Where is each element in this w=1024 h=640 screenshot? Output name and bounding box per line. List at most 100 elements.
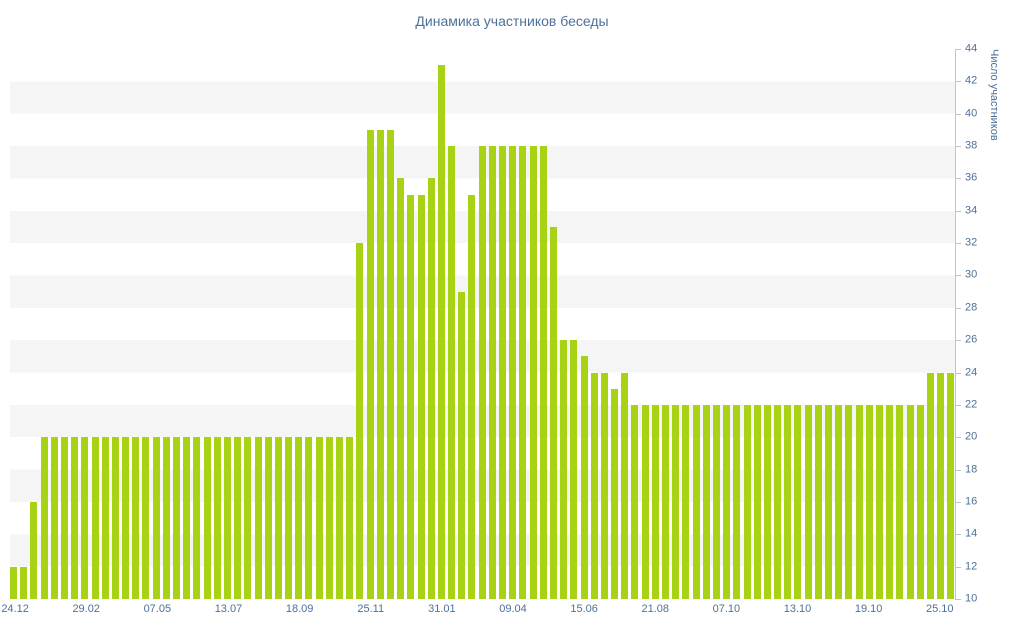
bar[interactable]	[366, 129, 374, 599]
bar[interactable]	[784, 404, 792, 599]
bar[interactable]	[468, 194, 476, 599]
bar[interactable]	[723, 404, 731, 599]
bar[interactable]	[682, 404, 690, 599]
bar[interactable]	[122, 437, 130, 599]
bar[interactable]	[499, 146, 506, 599]
bar[interactable]	[509, 146, 517, 599]
y-tick-mark	[955, 178, 961, 180]
bar[interactable]	[142, 437, 150, 599]
bar[interactable]	[111, 437, 119, 599]
bar[interactable]	[570, 340, 578, 599]
bar[interactable]	[30, 501, 38, 599]
bar[interactable]	[274, 437, 282, 599]
bar[interactable]	[753, 404, 761, 599]
bar[interactable]	[539, 146, 547, 599]
bar[interactable]	[162, 437, 170, 599]
x-tick-label: 09.04	[499, 603, 527, 615]
bar[interactable]	[560, 340, 568, 599]
bar[interactable]	[132, 437, 140, 599]
bar[interactable]	[315, 437, 323, 599]
bar[interactable]	[855, 404, 863, 599]
bar[interactable]	[631, 404, 639, 599]
bar[interactable]	[437, 65, 445, 599]
bar[interactable]	[743, 404, 751, 599]
bar[interactable]	[814, 404, 822, 599]
bar[interactable]	[427, 178, 435, 599]
bar[interactable]	[244, 437, 252, 599]
bar[interactable]	[71, 437, 79, 599]
bar[interactable]	[662, 404, 669, 599]
y-tick-label: 22	[965, 398, 978, 411]
bar[interactable]	[336, 437, 343, 599]
bar[interactable]	[549, 226, 557, 599]
bar[interactable]	[875, 404, 883, 599]
bar[interactable]	[641, 404, 649, 599]
y-tick-label: 42	[965, 74, 978, 87]
bar[interactable]	[285, 437, 293, 599]
bar[interactable]	[886, 404, 894, 599]
bar[interactable]	[325, 437, 333, 599]
bar[interactable]	[254, 437, 262, 599]
bar[interactable]	[152, 437, 160, 599]
bar[interactable]	[60, 437, 68, 599]
bar[interactable]	[50, 437, 58, 599]
bar[interactable]	[835, 404, 843, 599]
bar[interactable]	[651, 404, 659, 599]
bar[interactable]	[407, 194, 415, 599]
bar[interactable]	[621, 372, 629, 599]
bar[interactable]	[845, 404, 853, 599]
bar[interactable]	[264, 437, 272, 599]
bar[interactable]	[234, 437, 242, 599]
y-tick-mark	[955, 534, 961, 536]
bar[interactable]	[478, 146, 486, 599]
bar[interactable]	[203, 437, 211, 599]
bar[interactable]	[672, 404, 680, 599]
bar[interactable]	[305, 437, 313, 599]
bar[interactable]	[937, 372, 945, 599]
bar[interactable]	[763, 404, 771, 599]
bar[interactable]	[916, 404, 924, 599]
bar[interactable]	[702, 404, 710, 599]
bar[interactable]	[590, 372, 598, 599]
bar[interactable]	[40, 437, 48, 599]
bar[interactable]	[896, 404, 904, 599]
bar[interactable]	[417, 194, 425, 599]
bar[interactable]	[488, 146, 496, 599]
bar[interactable]	[346, 437, 354, 599]
bar[interactable]	[926, 372, 934, 599]
bar[interactable]	[356, 243, 364, 599]
bar[interactable]	[81, 437, 89, 599]
bar[interactable]	[519, 146, 527, 599]
bar[interactable]	[193, 437, 201, 599]
y-tick-label: 40	[965, 107, 978, 120]
bar[interactable]	[386, 129, 394, 599]
bar[interactable]	[101, 437, 109, 599]
bar[interactable]	[458, 291, 466, 599]
bar[interactable]	[376, 129, 384, 599]
bar[interactable]	[10, 566, 17, 599]
bar[interactable]	[20, 566, 28, 599]
bar[interactable]	[183, 437, 191, 599]
x-tick-label: 07.10	[712, 603, 741, 615]
bar[interactable]	[529, 146, 537, 599]
bar[interactable]	[600, 372, 608, 599]
bar[interactable]	[947, 372, 955, 599]
bar[interactable]	[865, 404, 873, 599]
bar[interactable]	[91, 437, 99, 599]
bar[interactable]	[692, 404, 700, 599]
bar[interactable]	[397, 178, 405, 599]
bar[interactable]	[774, 404, 782, 599]
bar[interactable]	[804, 404, 812, 599]
bar[interactable]	[794, 404, 802, 599]
bar[interactable]	[448, 146, 456, 599]
bar[interactable]	[580, 356, 588, 599]
bar[interactable]	[213, 437, 221, 599]
bar[interactable]	[611, 388, 619, 599]
bar[interactable]	[733, 404, 741, 599]
bar[interactable]	[825, 404, 832, 599]
bar[interactable]	[223, 437, 231, 599]
bar[interactable]	[295, 437, 303, 599]
bar[interactable]	[712, 404, 720, 599]
bar[interactable]	[906, 404, 914, 599]
bar[interactable]	[173, 437, 180, 599]
